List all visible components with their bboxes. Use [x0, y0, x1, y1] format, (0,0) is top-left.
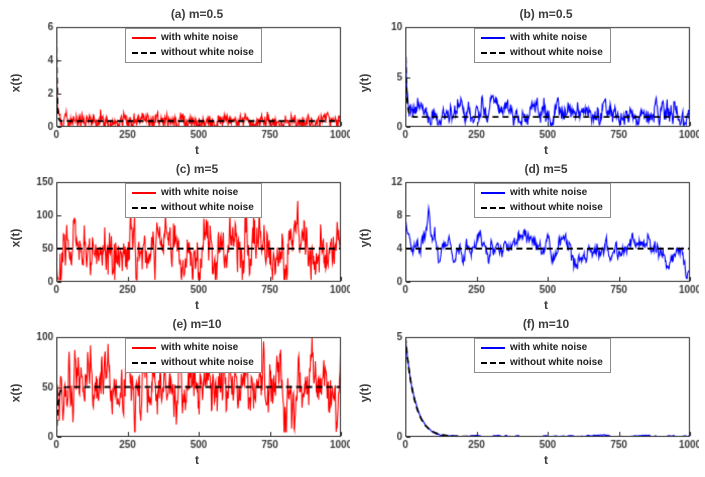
- legend-label: without white noise: [510, 47, 603, 58]
- legend-entry-with-noise: with white noise: [481, 186, 603, 199]
- x-axis-label: t: [195, 298, 199, 312]
- legend-entry-with-noise: with white noise: [481, 31, 603, 44]
- legend-entry-without-noise: without white noise: [481, 356, 603, 369]
- plot-area: y(t) with white noise without white nois…: [356, 22, 699, 144]
- legend-label: without white noise: [161, 202, 254, 213]
- legend-label: with white noise: [161, 187, 239, 198]
- legend-line-solid: [481, 36, 505, 39]
- plot-title: (c) m=5: [175, 162, 219, 176]
- legend-label: without white noise: [161, 47, 254, 58]
- legend-line-dashed: [481, 206, 505, 209]
- x-axis-label: t: [544, 298, 548, 312]
- legend-entry-without-noise: without white noise: [132, 201, 254, 214]
- plot-title: (d) m=5: [524, 162, 568, 176]
- plot-area: x(t) with white noise without white nois…: [7, 332, 350, 454]
- plot-area: x(t) with white noise without white nois…: [7, 177, 350, 299]
- subplot-d: (d) m=5 y(t) with white noise without wh…: [356, 161, 699, 314]
- legend-entry-with-noise: with white noise: [481, 341, 603, 354]
- subplot-f: (f) m=10 y(t) with white noise without w…: [356, 316, 699, 469]
- plot-title: (a) m=0.5: [170, 7, 224, 21]
- legend-label: with white noise: [161, 342, 239, 353]
- legend-label: with white noise: [510, 342, 588, 353]
- legend-entry-with-noise: with white noise: [132, 31, 254, 44]
- legend-line-dashed: [481, 51, 505, 54]
- x-axis-label: t: [544, 453, 548, 467]
- subplot-a: (a) m=0.5 x(t) with white noise without …: [7, 6, 350, 159]
- legend-line-solid: [132, 36, 156, 39]
- legend: with white noise without white noise: [474, 183, 611, 218]
- legend-line-dashed: [481, 361, 505, 364]
- legend-label: with white noise: [510, 32, 588, 43]
- legend-line-solid: [481, 191, 505, 194]
- legend-label: without white noise: [510, 357, 603, 368]
- plot-area: y(t) with white noise without white nois…: [356, 177, 699, 299]
- subplot-e: (e) m=10 x(t) with white noise without w…: [7, 316, 350, 469]
- x-axis-label: t: [195, 453, 199, 467]
- plot-title: (f) m=10: [522, 317, 570, 331]
- legend-line-dashed: [132, 361, 156, 364]
- y-axis-label: y(t): [357, 228, 372, 248]
- legend: with white noise without white noise: [474, 338, 611, 373]
- legend-entry-without-noise: without white noise: [132, 46, 254, 59]
- legend-label: with white noise: [510, 187, 588, 198]
- plot-area: y(t) with white noise without white nois…: [356, 332, 699, 454]
- legend-line-solid: [132, 346, 156, 349]
- legend: with white noise without white noise: [125, 28, 262, 63]
- subplot-c: (c) m=5 x(t) with white noise without wh…: [7, 161, 350, 314]
- legend-line-solid: [481, 346, 505, 349]
- y-axis-label: y(t): [357, 73, 372, 93]
- legend-label: without white noise: [161, 357, 254, 368]
- y-axis-label: y(t): [357, 383, 372, 403]
- x-axis-label: t: [544, 143, 548, 157]
- legend-line-dashed: [132, 51, 156, 54]
- x-axis-label: t: [195, 143, 199, 157]
- y-axis-label: x(t): [8, 228, 23, 248]
- legend: with white noise without white noise: [474, 28, 611, 63]
- plot-area: x(t) with white noise without white nois…: [7, 22, 350, 144]
- legend-label: with white noise: [161, 32, 239, 43]
- plot-title: (b) m=0.5: [519, 7, 573, 21]
- y-axis-label: x(t): [8, 73, 23, 93]
- legend-line-solid: [132, 191, 156, 194]
- y-axis-label: x(t): [8, 383, 23, 403]
- legend-line-dashed: [132, 206, 156, 209]
- legend-label: without white noise: [510, 202, 603, 213]
- legend: with white noise without white noise: [125, 338, 262, 373]
- legend-entry-with-noise: with white noise: [132, 186, 254, 199]
- legend-entry-with-noise: with white noise: [132, 341, 254, 354]
- legend: with white noise without white noise: [125, 183, 262, 218]
- subplot-b: (b) m=0.5 y(t) with white noise without …: [356, 6, 699, 159]
- legend-entry-without-noise: without white noise: [132, 356, 254, 369]
- legend-entry-without-noise: without white noise: [481, 201, 603, 214]
- legend-entry-without-noise: without white noise: [481, 46, 603, 59]
- plot-title: (e) m=10: [172, 317, 222, 331]
